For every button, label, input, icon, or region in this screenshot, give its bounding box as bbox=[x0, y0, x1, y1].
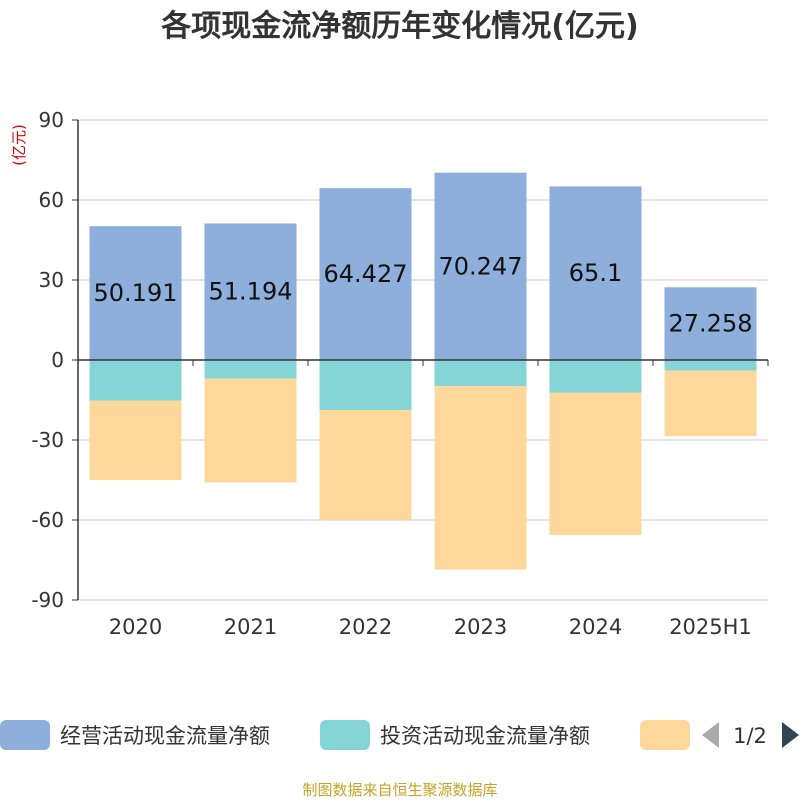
x-tick-label: 2023 bbox=[454, 615, 507, 639]
data-label-2021: 51.194 bbox=[209, 278, 293, 306]
bar-2023-series1 bbox=[434, 360, 527, 387]
y-tick-label: 60 bbox=[39, 188, 64, 212]
bar-2020-series1 bbox=[89, 360, 182, 401]
axes: -90 -60 -30 0 30 60 90 (亿元) 2020 2021 2022 2023 2024… bbox=[10, 108, 769, 639]
data-label-2022: 64.427 bbox=[324, 260, 408, 288]
x-tick-label: 2021 bbox=[224, 615, 277, 639]
y-tick-label: 0 bbox=[51, 348, 64, 372]
y-axis-unit: (亿元) bbox=[10, 124, 28, 166]
legend-label-0: 经营活动现金流量净额 bbox=[60, 724, 270, 748]
triangle-right-icon[interactable] bbox=[782, 722, 799, 748]
bar-2022-series1 bbox=[319, 360, 412, 411]
bar-2024-series0 bbox=[549, 186, 642, 360]
bar-2025H1-series1 bbox=[664, 360, 757, 371]
bar-2020-series2 bbox=[89, 400, 182, 480]
bar-2020-series0 bbox=[89, 226, 182, 360]
legend: 经营活动现金流量净额 投资活动现金流量净额 1/2 bbox=[0, 720, 799, 750]
bar-2023-series2 bbox=[434, 386, 527, 570]
x-tick-label: 2025H1 bbox=[669, 615, 752, 639]
y-tick-label: 30 bbox=[39, 268, 64, 292]
y-tick-label: -90 bbox=[31, 588, 64, 612]
bar-2021-series2 bbox=[204, 378, 297, 483]
bar-2021-series0 bbox=[204, 223, 297, 360]
data-label-2023: 70.247 bbox=[439, 252, 523, 280]
triangle-left-icon[interactable] bbox=[702, 722, 719, 748]
x-tick-label: 2020 bbox=[109, 615, 162, 639]
grid-lines bbox=[78, 119, 768, 601]
chart-title: 各项现金流净额历年变化情况(亿元) bbox=[160, 9, 638, 44]
legend-page-indicator: 1/2 bbox=[733, 724, 767, 748]
bar-2022-series0 bbox=[319, 188, 412, 360]
data-label-2020: 50.191 bbox=[94, 279, 178, 307]
bar-2021-series1 bbox=[204, 360, 297, 379]
source-note: 制图数据来自恒生聚源数据库 bbox=[302, 781, 497, 799]
x-tick-label: 2022 bbox=[339, 615, 392, 639]
bar-2022-series2 bbox=[319, 410, 412, 520]
bar-2024-series1 bbox=[549, 360, 642, 393]
bar-2024-series2 bbox=[549, 392, 642, 535]
legend-swatch-1 bbox=[320, 720, 370, 750]
x-tick-label: 2024 bbox=[569, 615, 622, 639]
data-labels: 50.191 51.194 64.427 70.247 65.1 27.258 bbox=[94, 252, 753, 337]
data-label-2024: 65.1 bbox=[569, 259, 622, 287]
bar-2025H1-series0 bbox=[664, 287, 757, 360]
y-tick-label: -30 bbox=[31, 428, 64, 452]
legend-label-1: 投资活动现金流量净额 bbox=[380, 724, 590, 748]
bar-2023-series0 bbox=[434, 172, 527, 360]
bar-2025H1-series2 bbox=[664, 370, 757, 436]
y-tick-label: 90 bbox=[39, 108, 64, 132]
data-label-2025H1: 27.258 bbox=[669, 310, 753, 338]
legend-swatch-2 bbox=[640, 720, 690, 750]
y-tick-label: -60 bbox=[31, 508, 64, 532]
legend-swatch-0 bbox=[0, 720, 50, 750]
bars bbox=[89, 172, 757, 570]
